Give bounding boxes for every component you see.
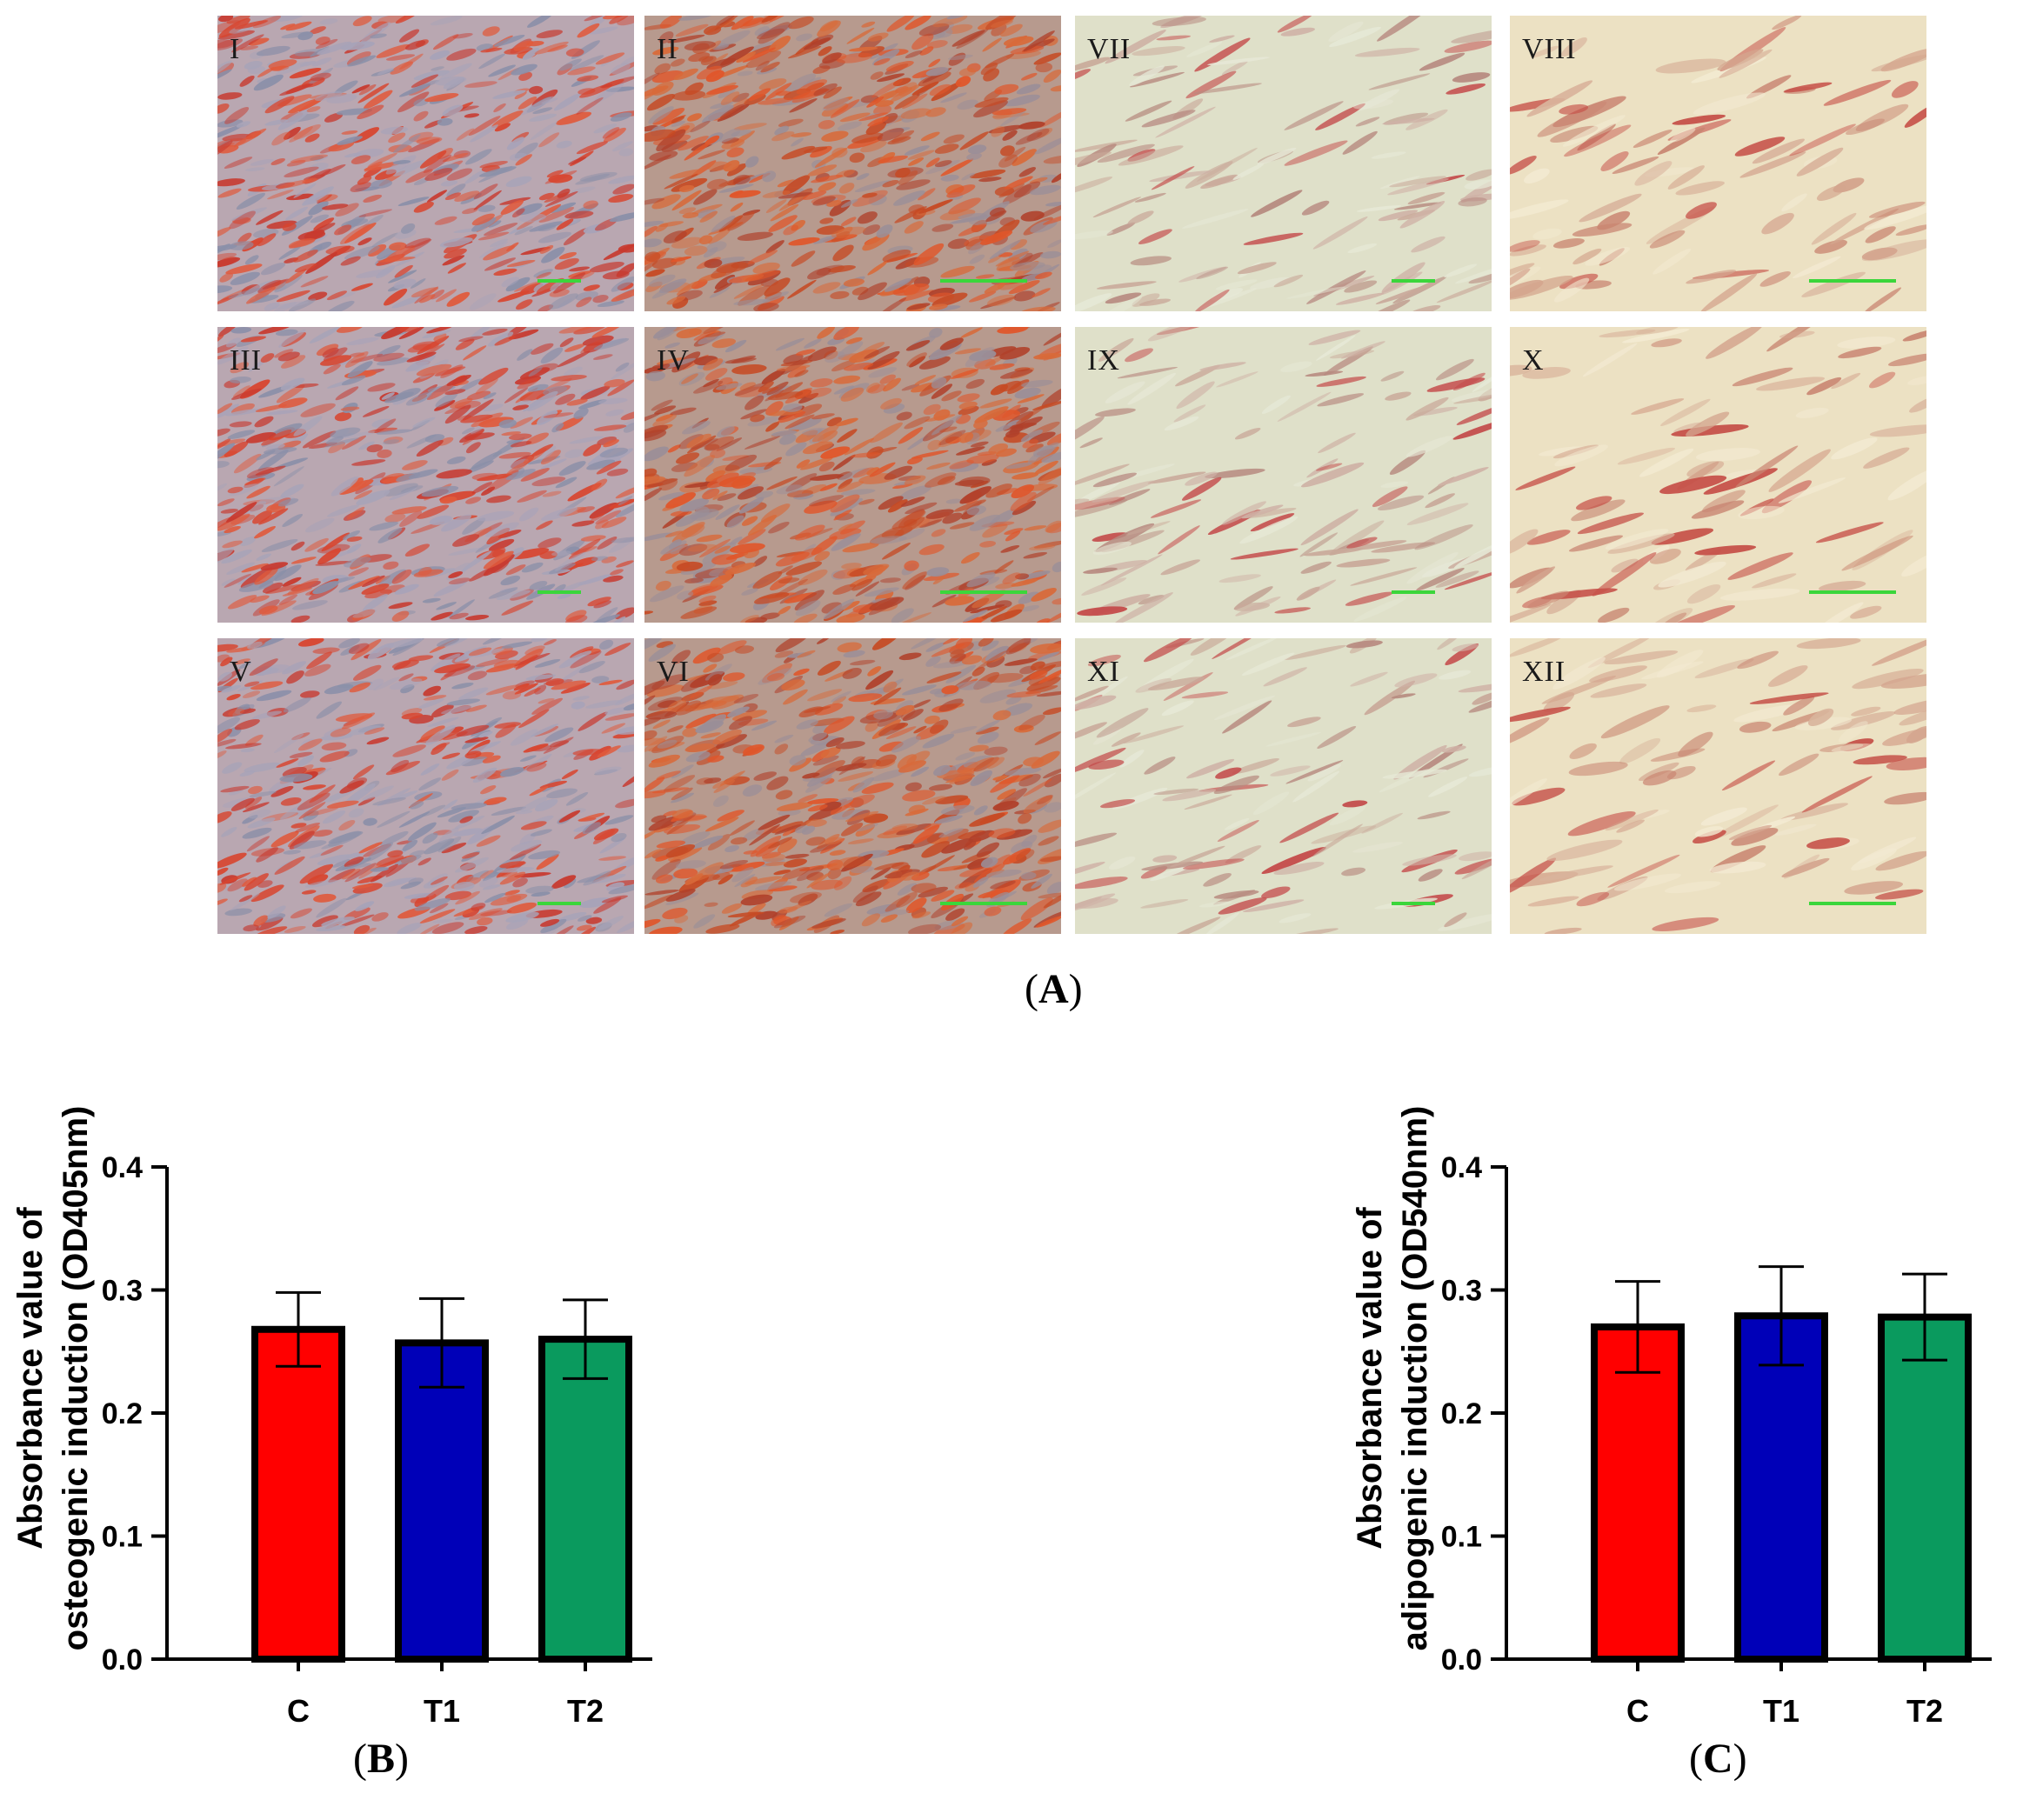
panel-label: XII (1522, 656, 1566, 688)
y-tick-label: 0.1 (1441, 1521, 1482, 1554)
micrograph-texture (644, 327, 1061, 623)
micrograph-panel-ii: II (644, 16, 1061, 311)
scale-bar (1809, 902, 1896, 905)
panel-label: I (230, 33, 241, 65)
scale-bar (940, 279, 1027, 283)
scale-bar (1809, 590, 1896, 594)
panel-label: IX (1087, 344, 1120, 377)
micrograph-panel-i: I (217, 16, 634, 311)
y-tick-label: 0.2 (102, 1397, 143, 1430)
x-tick-label: T1 (424, 1693, 460, 1729)
micrograph-grid: I II VII VIII III IV IX X V VI XI XII (217, 16, 1940, 934)
y-axis-label-line: Absorbance value of (1351, 1207, 1389, 1550)
osteogenic-bar-chart: 0.0 0.1 0.2 0.3 0.4 C T1 T2 Absorbance value of o… (11, 1106, 652, 1729)
bar-t2 (1878, 1313, 1972, 1663)
panel-label: III (230, 344, 262, 377)
scale-bar (537, 590, 581, 594)
micrograph-texture (217, 638, 634, 934)
micrograph-panel-iii: III (217, 327, 634, 623)
panel-label: V (230, 656, 252, 688)
micrograph-texture (1075, 327, 1492, 623)
micrograph-texture (1510, 16, 1926, 311)
panel-label: II (657, 33, 678, 65)
figure-label-b: (B) (353, 1736, 409, 1782)
panel-label: X (1522, 344, 1545, 377)
micrograph-panel-v: V (217, 638, 634, 934)
panel-label: XI (1087, 656, 1120, 688)
scale-bar (940, 902, 1027, 905)
y-tick-label: 0.0 (102, 1643, 143, 1677)
bar-t1 (395, 1339, 489, 1663)
y-tick-label: 0.4 (1441, 1151, 1482, 1184)
figure-label-c: (C) (1689, 1736, 1747, 1782)
bar-c (1591, 1323, 1685, 1663)
micrograph-panel-xi: XI (1075, 638, 1492, 934)
bar-c (251, 1325, 345, 1663)
y-axis-label-line: osteogenic induction (OD405nm) (57, 1106, 95, 1651)
micrograph-panel-ix: IX (1075, 327, 1492, 623)
x-tick-label: T2 (567, 1693, 604, 1729)
y-tick-label: 0.2 (1441, 1397, 1482, 1430)
scale-bar (1392, 279, 1435, 283)
x-tick-label: C (1626, 1693, 1649, 1729)
scale-bar (1392, 902, 1435, 905)
adipogenic-bar-chart: 0.0 0.1 0.2 0.3 0.4 C T1 T2 Absorbance value of a… (1351, 1106, 1992, 1729)
y-tick-label: 0.0 (1441, 1643, 1482, 1677)
micrograph-panel-x: X (1510, 327, 1926, 623)
y-axis-label-line: Absorbance value of (11, 1207, 50, 1550)
micrograph-texture (217, 16, 634, 311)
y-tick-label: 0.4 (102, 1151, 143, 1184)
panel-label: VI (657, 656, 690, 688)
micrograph-panel-iv: IV (644, 327, 1061, 623)
y-tick-label: 0.3 (1441, 1275, 1482, 1308)
x-tick-label: T1 (1763, 1693, 1799, 1729)
y-tick-label: 0.1 (102, 1521, 143, 1554)
micrograph-panel-viii: VIII (1510, 16, 1926, 311)
panel-label: VIII (1522, 33, 1577, 65)
micrograph-texture (217, 327, 634, 623)
scale-bar (1809, 279, 1896, 283)
micrograph-panel-xii: XII (1510, 638, 1926, 934)
x-tick-label: T2 (1906, 1693, 1943, 1729)
micrograph-texture (1075, 16, 1492, 311)
micrograph-panel-vi: VI (644, 638, 1061, 934)
x-tick-label: C (287, 1693, 310, 1729)
scale-bar (940, 590, 1027, 594)
micrograph-texture (1510, 327, 1926, 623)
panel-label: IV (657, 344, 690, 377)
scale-bar (537, 279, 581, 283)
micrograph-texture (1510, 638, 1926, 934)
micrograph-panel-vii: VII (1075, 16, 1492, 311)
y-axis-label-line: adipogenic induction (OD540nm) (1396, 1106, 1434, 1651)
micrograph-texture (644, 638, 1061, 934)
figure-label-a: (A) (1025, 966, 1083, 1012)
scale-bar (537, 902, 581, 905)
panel-label: VII (1087, 33, 1132, 65)
bar-t1 (1734, 1312, 1828, 1663)
bar-t2 (538, 1336, 632, 1663)
micrograph-texture (1075, 638, 1492, 934)
y-tick-label: 0.3 (102, 1275, 143, 1308)
micrograph-texture (644, 16, 1061, 311)
scale-bar (1392, 590, 1435, 594)
